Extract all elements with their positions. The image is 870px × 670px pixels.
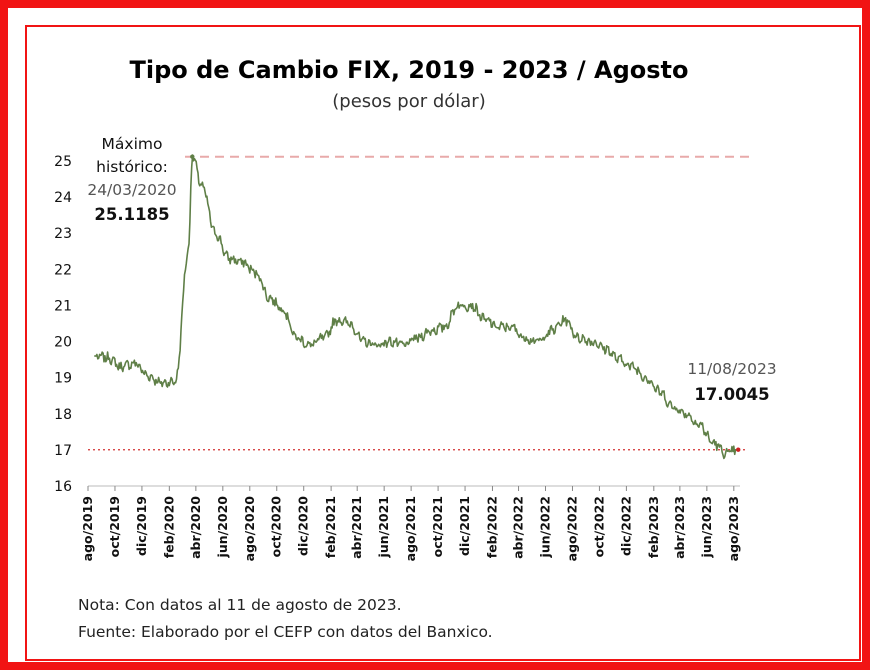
- x-tick-label: abr/2021: [349, 496, 364, 559]
- y-tick-label: 24: [54, 190, 72, 206]
- y-tick-label: 21: [54, 298, 72, 314]
- max-date-label: 24/03/2020: [87, 181, 176, 199]
- x-tick-label: abr/2020: [188, 496, 203, 559]
- note-text: Nota: Con datos al 11 de agosto de 2023.: [78, 596, 402, 614]
- x-tick-label: ago/2019: [80, 496, 95, 561]
- x-tick-label: jun/2023: [699, 496, 714, 558]
- x-tick-label: dic/2020: [296, 496, 311, 556]
- inner-frame: [25, 25, 861, 661]
- x-tick-label: oct/2020: [269, 496, 284, 558]
- x-tick-label: jun/2022: [538, 496, 553, 558]
- x-tick-label: ago/2023: [726, 496, 741, 561]
- y-tick-label: 16: [54, 479, 72, 495]
- source-text: Fuente: Elaborado por el CEFP con datos …: [78, 623, 493, 641]
- exchange-rate-line: [94, 154, 739, 460]
- x-tick-label: feb/2021: [323, 496, 338, 558]
- y-tick-label: 20: [54, 335, 72, 351]
- x-tick-label: dic/2019: [134, 496, 149, 556]
- x-tick-label: dic/2021: [457, 496, 472, 556]
- x-tick-label: oct/2019: [107, 496, 122, 557]
- x-tick-label: ago/2021: [403, 496, 418, 561]
- x-tick-label: abr/2022: [511, 496, 526, 559]
- y-tick-label: 23: [54, 226, 72, 242]
- x-tick-label: jun/2020: [215, 496, 230, 559]
- last-value-label: 17.0045: [694, 385, 769, 404]
- max-label-line1: Máximo: [102, 135, 163, 153]
- chart-subtitle: (pesos por dólar): [332, 91, 485, 112]
- x-tick-label: ago/2022: [564, 496, 579, 561]
- chart-title: Tipo de Cambio FIX, 2019 - 2023 / Agosto: [129, 56, 688, 84]
- y-tick-label: 17: [54, 443, 72, 459]
- reference-lines: [88, 155, 752, 451]
- y-tick-label: 25: [54, 154, 72, 170]
- max-point-marker: [190, 154, 195, 159]
- x-tick-label: dic/2022: [618, 496, 633, 556]
- x-tick-label: feb/2023: [646, 496, 661, 558]
- x-tick-label: oct/2021: [430, 496, 445, 557]
- series-group: [94, 154, 741, 460]
- last-point-marker: [736, 447, 741, 452]
- x-axis: ago/2019 oct/2019 dic/2019 feb/2020 abr/2020…: [80, 485, 741, 562]
- x-tick-label: feb/2022: [484, 496, 499, 558]
- x-tick-label: jun/2021: [376, 496, 391, 558]
- y-tick-label: 22: [54, 262, 72, 278]
- x-tick-label: feb/2020: [161, 496, 176, 559]
- x-tick-label: abr/2023: [672, 496, 687, 559]
- y-axis: 16 17 18 19 20 21 22 23 24 25: [54, 154, 72, 495]
- y-tick-label: 18: [54, 407, 72, 423]
- max-label-line2: histórico:: [96, 158, 168, 176]
- x-tick-label: oct/2022: [591, 496, 606, 557]
- x-tick-label: ago/2020: [242, 496, 257, 562]
- last-date-label: 11/08/2023: [687, 360, 776, 378]
- y-tick-label: 19: [54, 371, 72, 387]
- max-value-label: 25.1185: [94, 205, 169, 224]
